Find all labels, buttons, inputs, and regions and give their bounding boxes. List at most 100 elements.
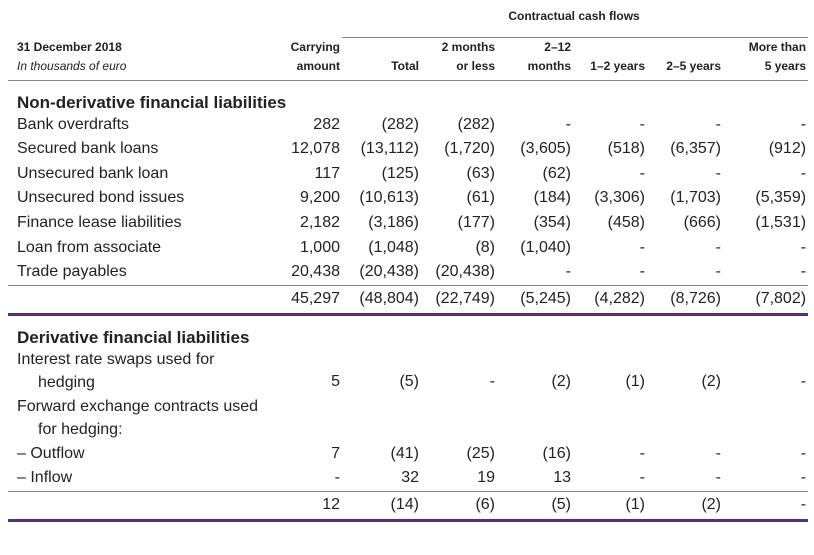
cell-value: (1,703)	[670, 189, 721, 207]
data-row: – Inflow - 32 19 13 - - -	[8, 466, 808, 491]
total-value: (7,802)	[755, 289, 807, 307]
section-title-row: Non-derivative financial liabilities	[8, 80, 808, 113]
row-label: Forward exchange contracts used for hedg…	[17, 397, 259, 439]
cell-value: 32	[401, 469, 419, 487]
cell-value: (2)	[551, 373, 571, 391]
cell-value: -	[715, 164, 721, 182]
row-label: Unsecured bank loan	[17, 164, 169, 182]
total-label	[8, 491, 270, 520]
cell-value: (20,438)	[435, 263, 495, 281]
cell-value: (62)	[542, 164, 571, 182]
cell-value: (3,306)	[594, 189, 645, 207]
spacer	[8, 4, 270, 37]
cell-value: -	[800, 238, 807, 256]
total-value: (5)	[551, 495, 571, 513]
column-header-line: amount	[296, 58, 340, 73]
total-value: 45,297	[291, 289, 340, 307]
cell-value: (10,613)	[359, 189, 419, 207]
units: In thousands of euro	[17, 58, 127, 73]
cell-value: -	[715, 469, 721, 487]
cell-value: 12,078	[291, 140, 340, 158]
column-header: Carrying amount	[270, 37, 342, 80]
total-value: (8,726)	[670, 289, 721, 307]
cell-value: 7	[331, 444, 340, 462]
cell-value: (41)	[390, 444, 419, 462]
cell-value: -	[639, 238, 645, 256]
cell-value: 13	[553, 469, 571, 487]
column-header: 2 months or less	[421, 37, 497, 80]
column-header-line: 2–12	[544, 39, 571, 54]
cell-value: (282)	[457, 115, 495, 133]
cell-value: -	[639, 263, 645, 281]
section-title: Derivative financial liabilities	[17, 327, 250, 347]
cell-value: -	[800, 263, 807, 281]
cell-value: (13,112)	[360, 140, 419, 158]
total-value: -	[800, 495, 807, 513]
row-label: Trade payables	[17, 263, 127, 281]
cell-value: -	[639, 444, 645, 462]
column-header: More than 5 years	[723, 37, 808, 80]
cell-value: 19	[477, 469, 495, 487]
row-label: Bank overdrafts	[17, 115, 130, 133]
row-label: – Outflow	[17, 444, 85, 462]
row-label: Unsecured bond issues	[17, 189, 185, 207]
cell-value: (282)	[381, 115, 419, 133]
cell-value: -	[715, 115, 721, 133]
cell-value: (5)	[399, 373, 419, 391]
column-header: Total	[342, 37, 421, 80]
cell-value: (1,040)	[520, 238, 571, 256]
data-row: Unsecured bond issues 9,200 (10,613) (61) (1…	[8, 186, 808, 211]
cell-value: 1,000	[299, 238, 340, 256]
cell-value: (912)	[768, 140, 807, 158]
total-label	[8, 285, 270, 314]
section-title-cell: Derivative financial liabilities	[8, 314, 808, 348]
cell-value: (125)	[381, 164, 419, 182]
cell-value: -	[334, 469, 340, 487]
column-header-line: 2–5 years	[666, 58, 721, 73]
cell-value: -	[800, 469, 807, 487]
section-title-row: Derivative financial liabilities	[8, 314, 808, 348]
data-row: Trade payables 20,438 (20,438) (20,438) - - - -	[8, 260, 808, 285]
cell-value: -	[715, 263, 721, 281]
total-value: 12	[322, 495, 340, 513]
total-value: (4,282)	[594, 289, 645, 307]
row-label: Interest rate swaps used for hedging	[17, 350, 215, 392]
header-row: 31 December 2018 In thousands of euro Carr…	[8, 37, 809, 81]
column-header: 1–2 years	[573, 37, 647, 80]
date: 31 December 2018	[17, 39, 122, 54]
cell-value: (3,605)	[520, 140, 571, 158]
row-label: – Inflow	[17, 469, 73, 487]
column-header-line: months	[527, 58, 571, 73]
data-row: Secured bank loans 12,078 (13,112) (1,720) (…	[8, 137, 808, 162]
cell-value: (1,720)	[444, 140, 495, 158]
spacer	[270, 4, 342, 37]
empty	[270, 395, 808, 442]
cell-value: -	[715, 238, 721, 256]
cell-value: 20,438	[291, 263, 340, 281]
cell-value: (184)	[533, 189, 571, 207]
column-header-line: More than	[748, 39, 807, 54]
cell-value: (25)	[466, 444, 495, 462]
row-label: Loan from associate	[17, 238, 162, 256]
cell-value: (1,048)	[368, 238, 419, 256]
cell-value: (5,359)	[755, 189, 807, 207]
row-label: Finance lease liabilities	[17, 213, 182, 231]
section-title: Non-derivative financial liabilities	[17, 92, 287, 112]
cell-value: -	[800, 373, 807, 391]
cell-value: (1)	[625, 373, 645, 391]
total-value: (6)	[475, 495, 495, 513]
cell-value: (518)	[607, 140, 645, 158]
cell-value: (3,186)	[368, 213, 419, 231]
cell-value: (458)	[607, 213, 645, 231]
cell-value: -	[715, 444, 721, 462]
column-header-line: or less	[456, 58, 495, 73]
column-header-line: 5 years	[764, 58, 807, 73]
total-value: (48,804)	[359, 289, 419, 307]
column-header-line: Carrying	[290, 39, 340, 54]
total-value: (1)	[625, 495, 645, 513]
column-header: 2–12 months	[497, 37, 573, 80]
cell-value: -	[800, 164, 807, 182]
cell-value: 9,200	[299, 189, 340, 207]
cell-value: (354)	[533, 213, 571, 231]
